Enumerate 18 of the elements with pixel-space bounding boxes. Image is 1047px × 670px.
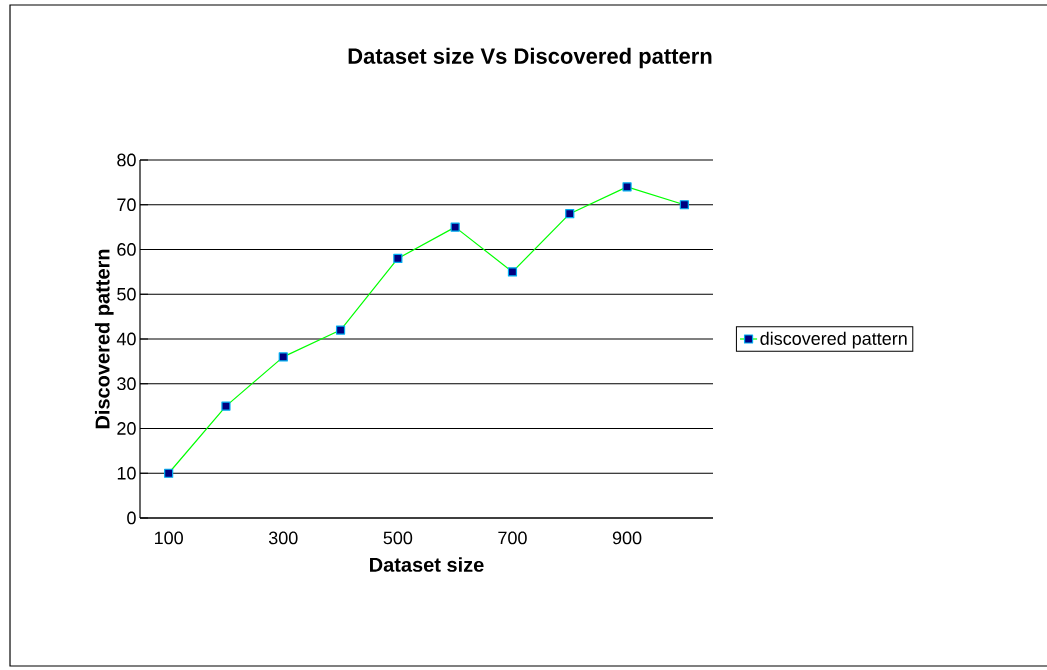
y-tick-label: 50 — [117, 287, 136, 301]
x-tick-label: 700 — [498, 531, 527, 545]
x-axis-title: Dataset size — [370, 557, 484, 572]
y-tick-label: 80 — [117, 153, 136, 167]
x-tick-label: 500 — [383, 531, 413, 545]
chart-title: Dataset size Vs Discovered pattern — [348, 47, 712, 69]
x-tick-label: 300 — [268, 531, 298, 545]
x-tick-label: 100 — [155, 531, 183, 545]
y-tick-label: 0 — [127, 511, 136, 525]
x-tick-label: 900 — [612, 531, 642, 545]
y-tick-label: 70 — [117, 198, 136, 212]
y-tick-label: 30 — [117, 377, 136, 391]
y-tick-label: 20 — [117, 422, 136, 435]
y-tick-label: 40 — [116, 332, 136, 346]
y-tick-label: 60 — [117, 243, 136, 256]
y-tick-label: 10 — [117, 466, 136, 480]
legend-label: discovered pattern — [760, 331, 907, 349]
y-axis-title: Discovered pattern — [94, 249, 114, 429]
